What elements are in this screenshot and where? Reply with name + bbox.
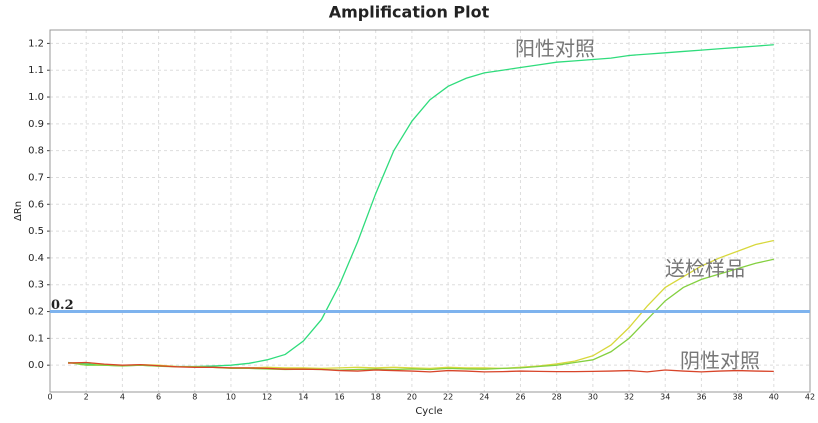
x-tick-label: 2 — [84, 393, 89, 402]
y-tick-label: 0.6 — [28, 199, 44, 210]
y-tick-label: 0.8 — [28, 146, 44, 157]
x-tick-label: 28 — [552, 393, 562, 402]
y-tick-label: 0.2 — [28, 307, 44, 318]
series-line — [68, 44, 774, 368]
plot-frame — [49, 29, 811, 393]
x-tick-label: 20 — [407, 393, 417, 402]
y-tick-label: 0.9 — [28, 119, 44, 130]
y-tick-label: 1.2 — [28, 38, 44, 49]
annotation: 送检样品 — [665, 257, 745, 281]
x-tick-label: 0 — [47, 393, 52, 402]
x-tick-label: 30 — [588, 393, 598, 402]
x-tick-label: 16 — [334, 393, 344, 402]
y-tick-label: 0.7 — [28, 172, 44, 183]
x-tick-label: 14 — [298, 393, 308, 402]
y-tick-label: 1.1 — [28, 65, 44, 76]
series-line — [68, 361, 774, 373]
annotation: 阳性对照 — [515, 37, 595, 61]
y-tick-label: 0.4 — [28, 253, 44, 264]
x-axis-label: Cycle — [415, 406, 442, 417]
x-tick-label: 6 — [156, 393, 161, 402]
threshold-label: 0.2 — [51, 298, 74, 313]
x-tick-label: 26 — [515, 393, 525, 402]
x-tick-label: 24 — [479, 393, 489, 402]
chart-title: Amplification Plot — [329, 3, 490, 22]
x-tick-label: 34 — [660, 393, 670, 402]
x-tick-label: 38 — [733, 393, 743, 402]
x-tick-label: 12 — [262, 393, 272, 402]
x-tick-label: 32 — [624, 393, 634, 402]
y-tick-label: 0.1 — [28, 333, 44, 344]
x-tick-label: 8 — [192, 393, 197, 402]
x-tick-label: 22 — [443, 393, 453, 402]
y-axis-label: ΔRn — [13, 201, 24, 221]
x-tick-label: 36 — [696, 393, 706, 402]
x-tick-label: 42 — [805, 393, 815, 402]
annotation: 阴性对照 — [680, 349, 760, 373]
x-tick-label: 4 — [120, 393, 125, 402]
x-tick-label: 18 — [371, 393, 381, 402]
y-tick-label: 0.5 — [28, 226, 44, 237]
y-tick-label: 0.0 — [28, 360, 44, 371]
x-tick-label: 10 — [226, 393, 236, 402]
x-tick-label: 40 — [769, 393, 779, 402]
y-tick-label: 0.3 — [28, 280, 44, 291]
y-tick-label: 1.0 — [28, 92, 44, 103]
